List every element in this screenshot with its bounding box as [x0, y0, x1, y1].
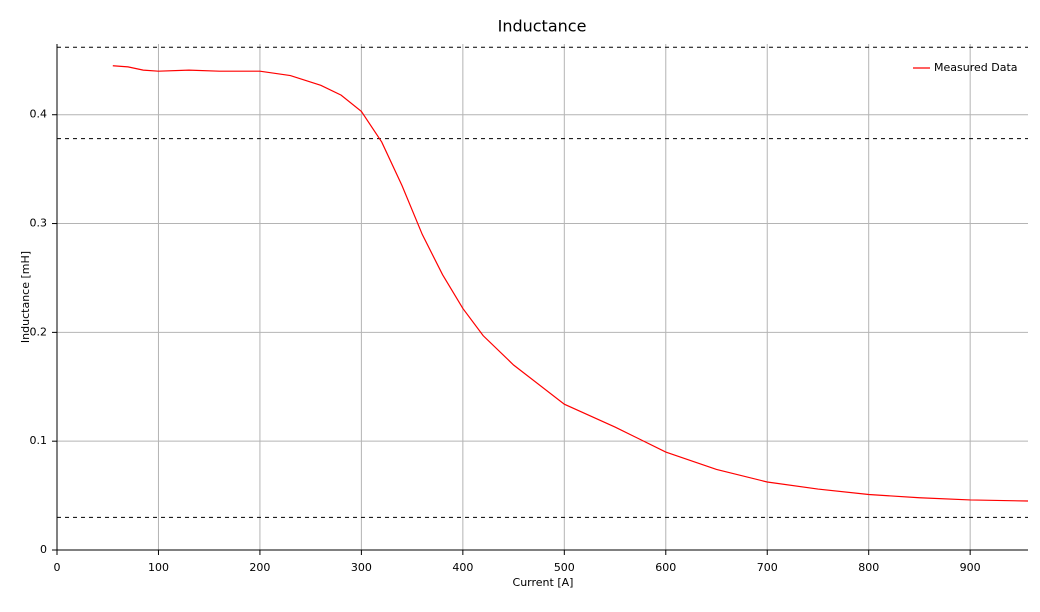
x-tick-label: 400 — [452, 561, 473, 574]
y-tick-label: 0.1 — [30, 434, 48, 447]
legend-label: Measured Data — [934, 61, 1018, 74]
x-tick-label: 200 — [249, 561, 270, 574]
x-tick-label: 900 — [960, 561, 981, 574]
x-tick-label: 100 — [148, 561, 169, 574]
chart-title: Inductance — [498, 17, 587, 36]
x-tick-label: 0 — [54, 561, 61, 574]
data-line — [112, 65, 1029, 502]
x-axis-label: Current [A] — [513, 576, 574, 589]
x-tick-label: 800 — [858, 561, 879, 574]
x-tick-label: 600 — [655, 561, 676, 574]
y-tick-label: 0.4 — [30, 108, 48, 121]
x-tick-label: 300 — [351, 561, 372, 574]
x-tick-label: 700 — [757, 561, 778, 574]
y-tick-label: 0 — [40, 543, 47, 556]
y-axis-label: Inductance [mH] — [19, 251, 32, 343]
y-tick-label: 0.2 — [30, 325, 48, 338]
x-tick-label: 500 — [554, 561, 575, 574]
y-tick-label: 0.3 — [30, 217, 48, 230]
